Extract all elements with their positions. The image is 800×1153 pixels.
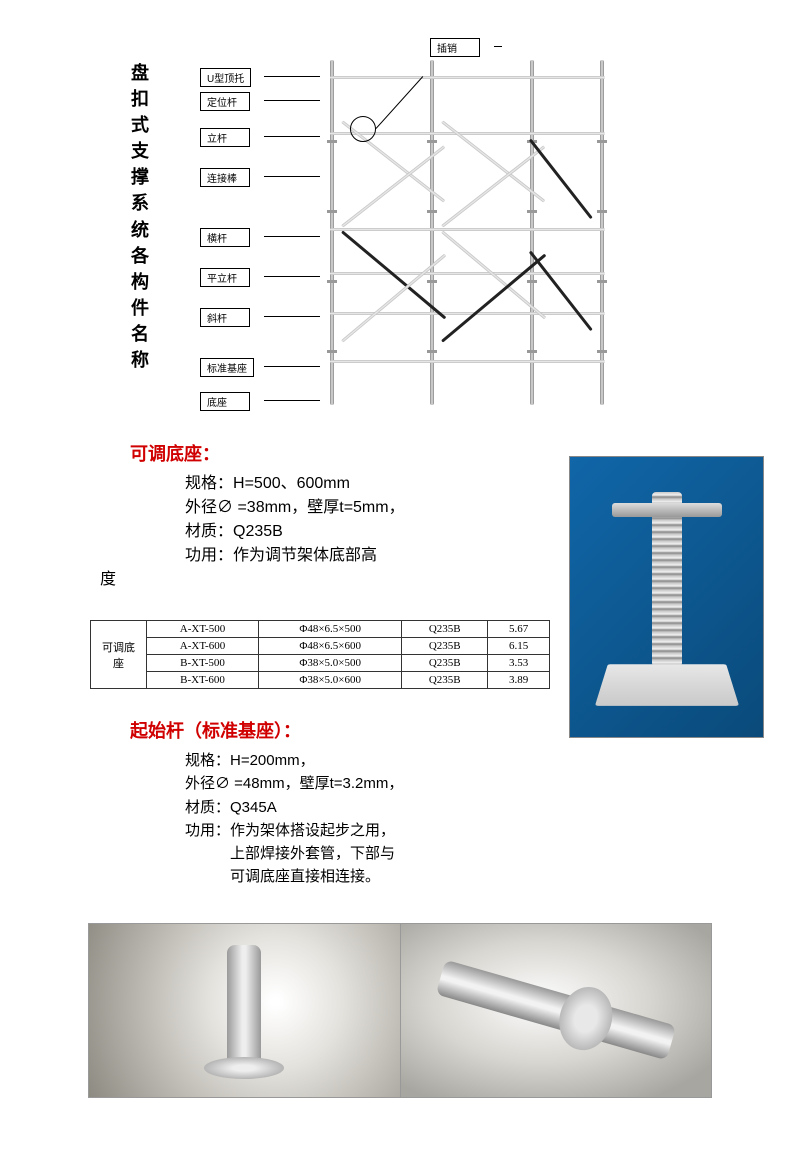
horizontal-bar-icon — [330, 272, 605, 275]
leader-line — [264, 76, 320, 77]
component-label-xiegan: 斜杆 — [200, 308, 250, 327]
spec-value: H=500、600mm — [233, 475, 350, 492]
cell: Q235B — [402, 672, 488, 689]
cell: Q235B — [402, 655, 488, 672]
component-label-ligan: 立杆 — [200, 128, 250, 147]
diagram-title: 盘扣式支撑系统各构件名称 — [130, 60, 150, 373]
detail-leader-line — [376, 76, 424, 129]
leader-line — [494, 46, 502, 47]
component-label-henggan: 横杆 — [200, 228, 250, 247]
starter-photo-row — [88, 923, 712, 1098]
cell: B-XT-600 — [147, 672, 259, 689]
cell: 3.53 — [488, 655, 550, 672]
starter-vertical-icon — [227, 945, 261, 1075]
component-label-biaozhunjizuo: 标准基座 — [200, 358, 254, 377]
table-row: B-XT-500 Φ38×5.0×500 Q235B 3.53 — [91, 655, 550, 672]
spec2-line: 规格：H=200mm， — [185, 749, 720, 772]
function2-line2: 上部焊接外套管，下部与 — [230, 842, 720, 865]
diameter2-line: 外径∅ =48mm，壁厚t=3.2mm， — [185, 772, 720, 795]
table-row: 可调底座 A-XT-500 Φ48×6.5×500 Q235B 5.67 — [91, 621, 550, 638]
material-value: Q235B — [233, 523, 283, 540]
row-header: 可调底座 — [91, 621, 147, 689]
pole-icon — [600, 60, 604, 405]
component-label-lianjiebang: 连接棒 — [200, 168, 250, 187]
diagram-section: 盘扣式支撑系统各构件名称 插销 U型顶托定位杆立杆连接棒横杆平立杆斜杆标准基座底座 — [0, 0, 800, 430]
leader-line — [264, 176, 320, 177]
leader-line — [264, 100, 320, 101]
pole-icon — [530, 60, 534, 405]
horizontal-bar-icon — [330, 360, 605, 363]
starter-photo-horizontal — [401, 924, 712, 1097]
horizontal-bar-icon — [330, 228, 605, 231]
spec-table-wrap: 可调底座 A-XT-500 Φ48×6.5×500 Q235B 5.67 A-X… — [90, 620, 550, 689]
table-row: A-XT-600 Φ48×6.5×600 Q235B 6.15 — [91, 638, 550, 655]
cell: 5.67 — [488, 621, 550, 638]
component-label-u-top: U型顶托 — [200, 68, 251, 87]
diagonal-bar-icon — [529, 139, 593, 220]
spec-table: 可调底座 A-XT-500 Φ48×6.5×500 Q235B 5.67 A-X… — [90, 620, 550, 689]
cell: Q235B — [402, 621, 488, 638]
starter-photo-vertical — [89, 924, 401, 1097]
cell: A-XT-600 — [147, 638, 259, 655]
cell: B-XT-500 — [147, 655, 259, 672]
detail-circle-icon — [350, 116, 376, 142]
cell: 6.15 — [488, 638, 550, 655]
scaffold-diagram: 插销 U型顶托定位杆立杆连接棒横杆平立杆斜杆标准基座底座 — [190, 20, 630, 420]
cell: Q235B — [402, 638, 488, 655]
function-value: 作为调节架体底部高 — [233, 547, 377, 564]
leader-line — [264, 400, 320, 401]
leader-line — [264, 276, 320, 277]
function-label: 功用： — [185, 547, 233, 564]
cell: Φ48×6.5×500 — [259, 621, 402, 638]
leader-line — [264, 316, 320, 317]
starter-disk-icon — [204, 1057, 284, 1079]
function2-line1: 功用：作为架体搭设起步之用， — [185, 819, 720, 842]
spec-label: 规格： — [185, 475, 233, 492]
wing-nut-icon — [612, 503, 722, 517]
component-label-dizuo: 底座 — [200, 392, 250, 411]
material-label: 材质： — [185, 523, 233, 540]
starter-horizontal-icon — [435, 960, 676, 1061]
component-label-chalxiao: 插销 — [430, 38, 480, 57]
material2-line: 材质：Q345A — [185, 796, 720, 819]
table-row: B-XT-600 Φ38×5.0×600 Q235B 3.89 — [91, 672, 550, 689]
component-label-dingweigan: 定位杆 — [200, 92, 250, 111]
pole-icon — [330, 60, 334, 405]
screw-icon — [652, 492, 682, 667]
leader-line — [264, 366, 320, 367]
leader-line — [264, 236, 320, 237]
adjustable-base-photo — [569, 456, 764, 738]
pole-icon — [430, 60, 434, 405]
cell: 3.89 — [488, 672, 550, 689]
cell: Φ38×5.0×600 — [259, 672, 402, 689]
diagonal-bar-icon — [529, 251, 593, 332]
component-label-pingligan: 平立杆 — [200, 268, 250, 287]
horizontal-bar-icon — [330, 76, 605, 79]
cell: Φ48×6.5×600 — [259, 638, 402, 655]
function2-line3: 可调底座直接相连接。 — [230, 865, 720, 888]
base-plate-icon — [594, 664, 738, 706]
leader-line — [264, 136, 320, 137]
cell: Φ38×5.0×500 — [259, 655, 402, 672]
cell: A-XT-500 — [147, 621, 259, 638]
